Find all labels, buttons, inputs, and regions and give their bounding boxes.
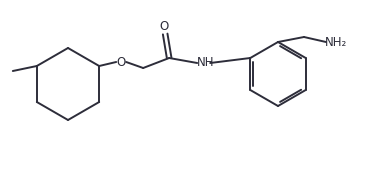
Text: O: O [160,21,169,33]
Text: NH: NH [196,56,214,70]
Text: O: O [116,55,126,69]
Text: NH₂: NH₂ [325,36,347,49]
